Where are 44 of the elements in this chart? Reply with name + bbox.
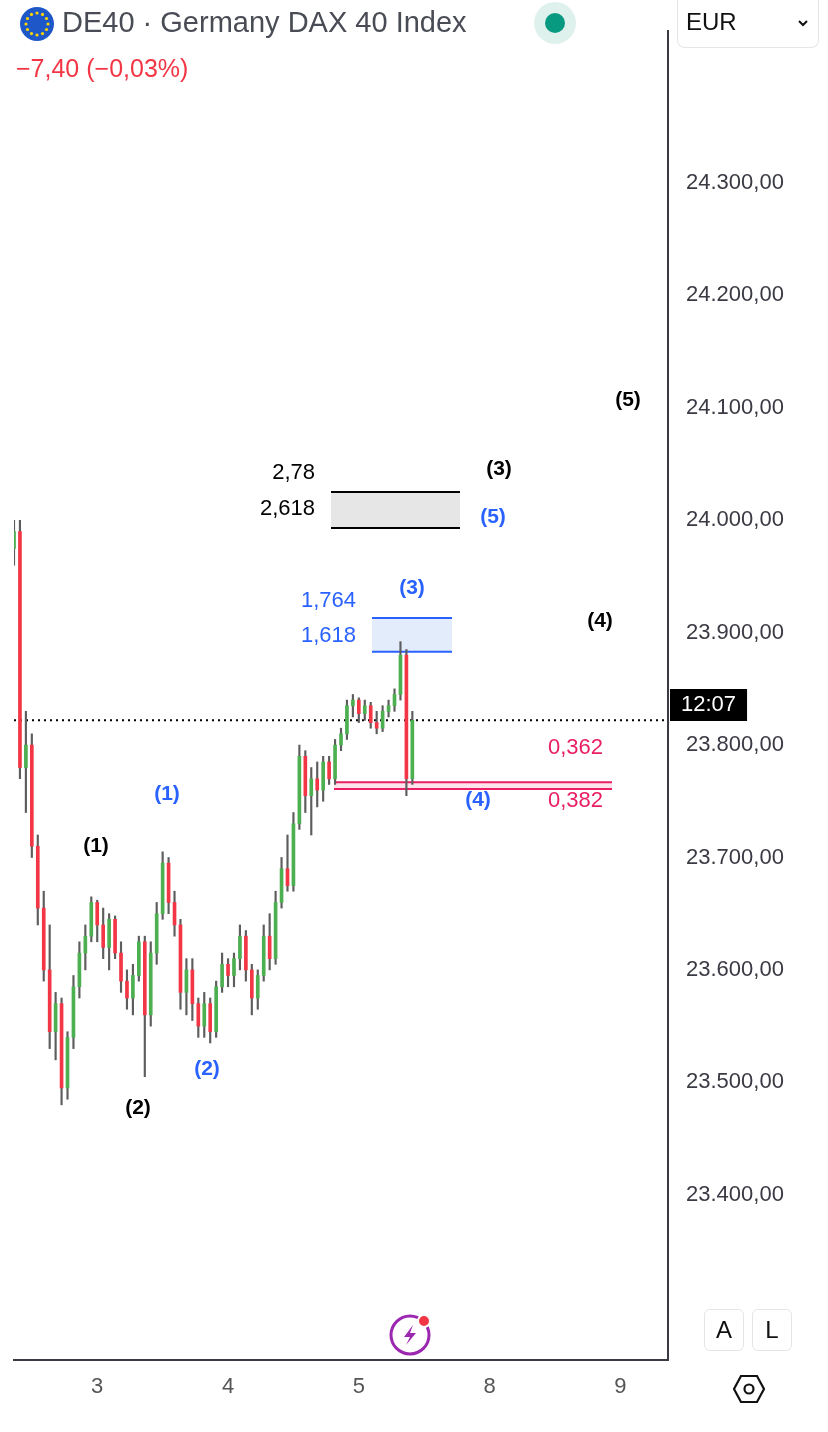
annotation: 2,618 xyxy=(259,495,315,521)
x-tick-label: 5 xyxy=(352,1373,365,1399)
candlestick xyxy=(18,519,22,780)
y-tick-label: 24.100,00 xyxy=(686,393,784,419)
y-tick-label: 23.400,00 xyxy=(686,1180,784,1206)
annotation: (3) xyxy=(486,455,512,479)
annotation: (1) xyxy=(83,832,109,856)
annotation: (1) xyxy=(154,780,180,804)
x-tick-label: 4 xyxy=(221,1373,235,1399)
annotation: 1,618 xyxy=(300,622,356,648)
annotation: (2) xyxy=(194,1055,220,1079)
y-tick-label: 24.300,00 xyxy=(686,169,784,195)
annotation: (4) xyxy=(587,607,613,631)
candlestick xyxy=(125,969,129,1010)
annotation: (4) xyxy=(465,786,491,810)
text: A xyxy=(704,1309,744,1351)
x-tick-label: 3 xyxy=(91,1373,104,1399)
text: L xyxy=(752,1309,792,1351)
x-tick-label: 8 xyxy=(483,1373,496,1399)
y-tick-label: 23.700,00 xyxy=(686,843,784,869)
y-tick-label: 23.500,00 xyxy=(686,1068,784,1094)
chart-title: DE40 · Germany DAX 40 Index xyxy=(62,6,467,39)
x-tick-label: 9 xyxy=(614,1373,627,1399)
candlestick xyxy=(226,958,230,988)
annotation: (2) xyxy=(125,1094,151,1118)
text: −7,40 (−0,03%) xyxy=(16,54,189,83)
annotation: 1,764 xyxy=(300,587,356,613)
annotation: (5) xyxy=(480,503,506,527)
text: EUR xyxy=(686,8,737,35)
annotation: 2,78 xyxy=(272,459,315,485)
y-tick-label: 24.200,00 xyxy=(686,281,784,307)
y-tick-label: 23.600,00 xyxy=(686,955,784,981)
annotation: (5) xyxy=(615,386,641,410)
y-tick-label: 24.000,00 xyxy=(686,506,784,532)
candlestick xyxy=(345,699,349,740)
y-tick-label: 23.900,00 xyxy=(686,618,784,644)
annotation: 0,382 xyxy=(548,787,604,813)
text: 12:07 xyxy=(681,691,737,717)
candlestick xyxy=(232,952,236,988)
y-tick-label: 23.800,00 xyxy=(686,731,784,757)
annotation: 0,362 xyxy=(548,734,604,760)
candlestick xyxy=(339,727,343,752)
candlestick xyxy=(119,941,123,993)
annotation: (3) xyxy=(399,574,425,598)
